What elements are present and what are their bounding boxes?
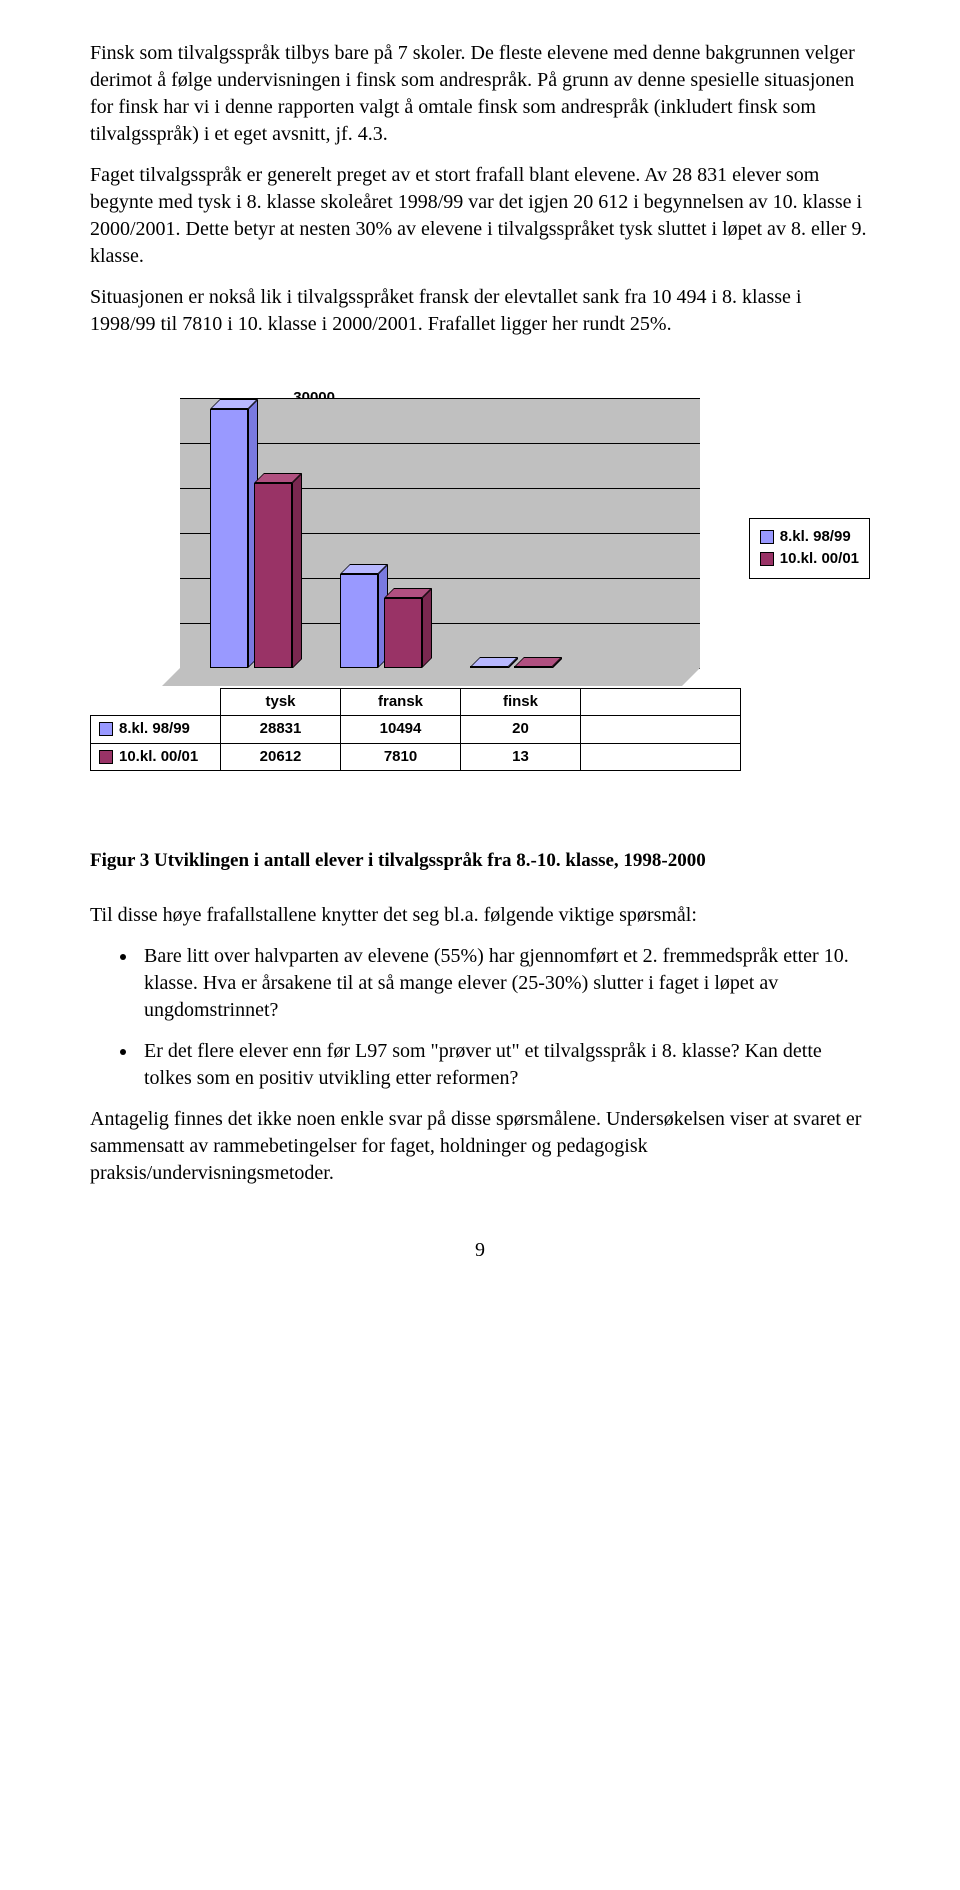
table-row-header: 10.kl. 00/01 xyxy=(91,743,221,770)
chart-gridline xyxy=(180,443,700,444)
paragraph-2: Faget tilvalgsspråk er generelt preget a… xyxy=(90,162,870,270)
bullet-item: Bare litt over halvparten av elevene (55… xyxy=(138,943,870,1024)
chart-bar xyxy=(254,483,292,669)
chart-plot-area xyxy=(180,398,700,668)
table-cell: 20 xyxy=(461,716,581,743)
legend-swatch xyxy=(99,722,113,736)
paragraph-3: Situasjonen er nokså lik i tilvalgsspråk… xyxy=(90,284,870,338)
table-row-header: 8.kl. 98/99 xyxy=(91,716,221,743)
chart-data-table: tyskfranskfinsk 8.kl. 98/99288311049420 10… xyxy=(90,688,741,771)
legend-label: 8.kl. 98/99 xyxy=(780,527,851,547)
table-column-header: finsk xyxy=(461,689,581,716)
paragraph-4: Til disse høye frafallstallene knytter d… xyxy=(90,902,870,929)
table-column-header: fransk xyxy=(341,689,461,716)
table-cell: 28831 xyxy=(221,716,341,743)
legend-swatch xyxy=(99,750,113,764)
paragraph-5: Antagelig finnes det ikke noen enkle sva… xyxy=(90,1106,870,1187)
legend-swatch xyxy=(760,530,774,544)
table-empty-cell xyxy=(581,743,741,770)
table-empty-cell xyxy=(581,716,741,743)
table-column-header: tysk xyxy=(221,689,341,716)
chart-bar xyxy=(340,574,378,668)
table-cell: 10494 xyxy=(341,716,461,743)
legend-item: 10.kl. 00/01 xyxy=(760,549,859,569)
paragraph-1: Finsk som tilvalgsspråk tilbys bare på 7… xyxy=(90,40,870,148)
table-cell: 7810 xyxy=(341,743,461,770)
table-cell: 20612 xyxy=(221,743,341,770)
legend-label: 10.kl. 00/01 xyxy=(780,549,859,569)
figure-caption: Figur 3 Utviklingen i antall elever i ti… xyxy=(90,848,870,874)
chart-bar xyxy=(210,409,248,668)
legend-swatch xyxy=(760,552,774,566)
bullet-item: Er det flere elever enn før L97 som "prø… xyxy=(138,1038,870,1092)
chart-legend: 8.kl. 98/9910.kl. 00/01 xyxy=(749,518,870,579)
page-number: 9 xyxy=(90,1237,870,1264)
table-empty-cell xyxy=(581,689,741,716)
bar-chart: 050001000015000200002500030000 8.kl. 98/… xyxy=(90,388,870,818)
chart-floor xyxy=(162,668,700,686)
table-cell: 13 xyxy=(461,743,581,770)
bullet-list: Bare litt over halvparten av elevene (55… xyxy=(90,943,870,1092)
chart-bar xyxy=(384,598,422,668)
legend-item: 8.kl. 98/99 xyxy=(760,527,859,547)
